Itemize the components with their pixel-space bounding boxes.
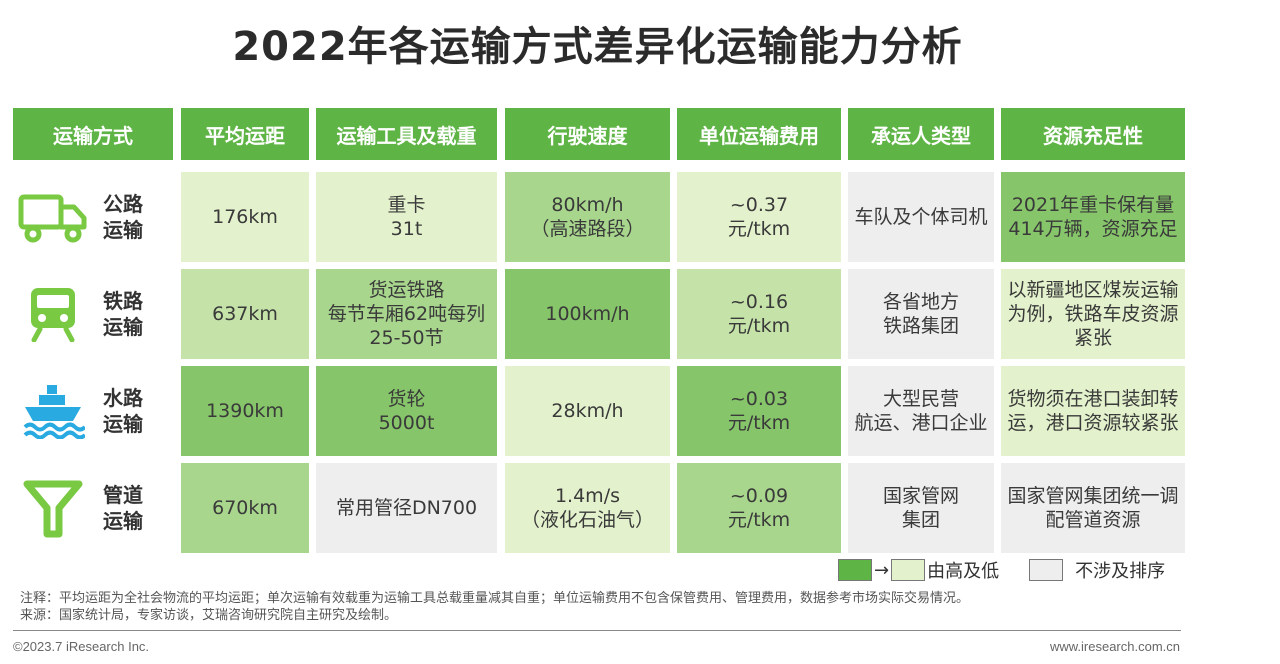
row-water-mode: 水路运输 (13, 366, 173, 456)
pipeline-icon (15, 478, 91, 538)
legend-high-swatch (838, 559, 872, 581)
row-rail-vehicle: 货运铁路 每节车厢62吨每列 25-50节 (316, 269, 497, 359)
train-icon (15, 284, 91, 344)
row-pipeline-vehicle: 常用管径DN700 (316, 463, 497, 553)
row-road-mode: 公路运输 (13, 172, 173, 262)
footer-divider (13, 630, 1181, 631)
mode-label: 公路运输 (103, 192, 143, 242)
row-rail-speed: 100km/h (505, 269, 670, 359)
row-road-distance: 176km (181, 172, 309, 262)
row-rail-cost: ~0.16 元/tkm (677, 269, 841, 359)
row-pipeline-mode: 管道运输 (13, 463, 173, 553)
header-transport-mode: 运输方式 (13, 108, 173, 160)
row-rail-resource: 以新疆地区煤炭运输 为例，铁路车皮资源 紧张 (1001, 269, 1185, 359)
row-pipeline-carrier: 国家管网 集团 (848, 463, 994, 553)
row-water-carrier: 大型民营 航运、港口企业 (848, 366, 994, 456)
row-road-vehicle: 重卡 31t (316, 172, 497, 262)
row-pipeline-speed: 1.4m/s （液化石油气） (505, 463, 670, 553)
legend-arrow: → (874, 559, 890, 581)
row-road-speed: 80km/h （高速路段） (505, 172, 670, 262)
mode-label: 铁路运输 (103, 289, 143, 339)
source-text: 来源：国家统计局，专家访谈，艾瑞咨询研究院自主研究及绘制。 (20, 608, 398, 623)
row-road-resource: 2021年重卡保有量 414万辆，资源充足 (1001, 172, 1185, 262)
row-rail-carrier: 各省地方 铁路集团 (848, 269, 994, 359)
legend-not-ranked-label: 不涉及排序 (1075, 561, 1166, 582)
header-avg-distance: 平均运距 (181, 108, 309, 160)
row-road-cost: ~0.37 元/tkm (677, 172, 841, 262)
row-road-carrier: 车队及个体司机 (848, 172, 994, 262)
header-unit-cost: 单位运输费用 (677, 108, 841, 160)
mode-label: 管道运输 (103, 483, 143, 533)
row-rail-distance: 637km (181, 269, 309, 359)
row-pipeline-distance: 670km (181, 463, 309, 553)
legend-high-to-low-label: 由高及低 (927, 561, 1000, 582)
row-water-cost: ~0.03 元/tkm (677, 366, 841, 456)
ship-icon (15, 381, 91, 441)
header-carrier-type: 承运人类型 (848, 108, 994, 160)
row-water-distance: 1390km (181, 366, 309, 456)
row-water-resource: 货物须在港口装卸转 运，港口资源较紧张 (1001, 366, 1185, 456)
mode-label: 水路运输 (103, 386, 143, 436)
note-text: 注释：平均运距为全社会物流的平均运距；单次运输有效载重为运输工具总载重量减其自重… (20, 591, 970, 606)
row-water-speed: 28km/h (505, 366, 670, 456)
header-resource: 资源充足性 (1001, 108, 1185, 160)
website-link[interactable]: www.iresearch.com.cn (1049, 639, 1180, 654)
legend-not-ranked-swatch (1029, 559, 1064, 581)
truck-icon (15, 187, 91, 247)
row-water-vehicle: 货轮 5000t (316, 366, 497, 456)
legend: → 由高及低 不涉及排序 (838, 558, 1165, 582)
page-title: 2022年各运输方式差异化运输能力分析 (232, 24, 963, 70)
row-rail-mode: 铁路运输 (13, 269, 173, 359)
header-vehicle-load: 运输工具及载重 (316, 108, 497, 160)
row-pipeline-resource: 国家管网集团统一调 配管道资源 (1001, 463, 1185, 553)
row-pipeline-cost: ~0.09 元/tkm (677, 463, 841, 553)
header-speed: 行驶速度 (505, 108, 670, 160)
copyright: ©2023.7 iResearch Inc. (13, 639, 150, 654)
legend-low-swatch (891, 559, 926, 581)
